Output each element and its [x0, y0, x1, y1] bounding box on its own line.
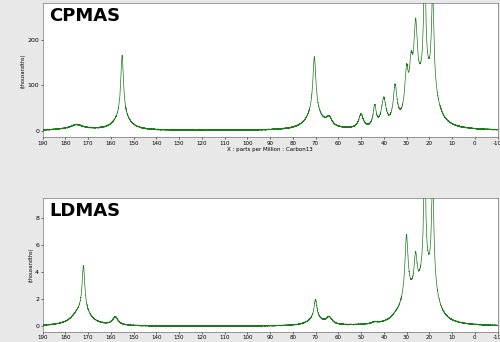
Y-axis label: (thousandths): (thousandths) — [28, 248, 34, 282]
Text: CPMAS: CPMAS — [50, 8, 120, 25]
X-axis label: X : parts per Million : Carbon13: X : parts per Million : Carbon13 — [227, 147, 313, 152]
Text: LDMAS: LDMAS — [50, 202, 120, 220]
Y-axis label: (thousandths): (thousandths) — [21, 53, 26, 88]
